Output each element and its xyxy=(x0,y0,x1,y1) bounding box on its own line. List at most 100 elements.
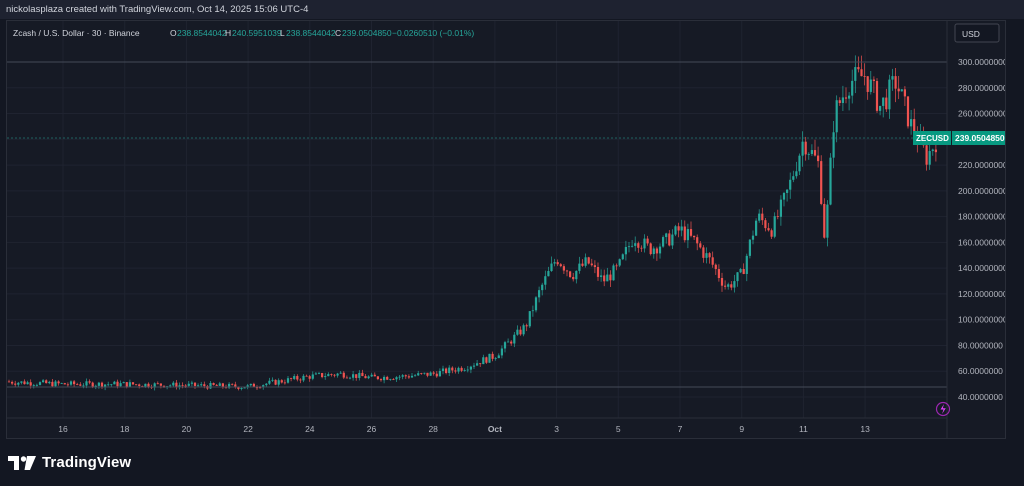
candle-down xyxy=(100,382,104,388)
candle-up xyxy=(97,382,100,386)
candle-down xyxy=(823,203,826,238)
candle-down xyxy=(460,367,463,371)
candle-up xyxy=(494,358,497,359)
candle-up xyxy=(314,373,317,375)
currency-button[interactable]: USD xyxy=(954,23,1000,43)
candle-down xyxy=(875,81,879,111)
candle-down xyxy=(519,329,522,335)
candle-up xyxy=(482,357,485,365)
candle-down xyxy=(454,370,457,372)
candle-down xyxy=(872,79,875,82)
candle-down xyxy=(283,382,286,384)
candle-up xyxy=(367,376,370,379)
price-tick-label: 220.0000000 xyxy=(958,160,1005,170)
candle-up xyxy=(553,262,556,264)
time-tick-label: 9 xyxy=(739,424,744,434)
candle-down xyxy=(45,380,48,384)
candle-up xyxy=(488,353,491,363)
price-axis[interactable]: 40.0000000 60.0000000 80.0000000 100.000000… xyxy=(958,57,1008,402)
candle-down xyxy=(820,161,823,204)
price-chart[interactable]: Zcash / U.S. Dollar · 30 · Binance O 238… xyxy=(7,21,1008,438)
candle-down xyxy=(159,383,162,386)
candle-up xyxy=(680,226,683,231)
chart-panel[interactable]: Zcash / U.S. Dollar · 30 · Binance O 238… xyxy=(6,20,1008,439)
candle-up xyxy=(20,381,23,383)
time-tick-label: 24 xyxy=(305,424,315,434)
candle-down xyxy=(668,233,671,246)
candle-up xyxy=(705,253,708,258)
candle-down xyxy=(76,384,79,385)
candle-down xyxy=(135,384,138,386)
time-tick-label: 11 xyxy=(799,424,808,434)
price-tag: ZECUSD 239.0504850 xyxy=(913,131,1005,145)
candle-down xyxy=(857,67,860,70)
time-axis[interactable]: 16 18 20 22 24 26 28 Oct 3 5 7 9 11 13 xyxy=(58,424,870,434)
ticker-tag-bg xyxy=(913,131,951,145)
candle-up xyxy=(600,275,603,277)
candle-down xyxy=(562,266,565,271)
candle-up xyxy=(327,374,330,377)
candle-down xyxy=(138,384,141,387)
candle-down xyxy=(640,247,643,249)
candle-up xyxy=(782,192,786,200)
candle-up xyxy=(779,199,782,217)
candle-up xyxy=(879,105,882,111)
candle-down xyxy=(330,374,333,375)
candle-up xyxy=(209,382,212,389)
candle-down xyxy=(88,381,91,383)
candle-up xyxy=(370,374,373,377)
candle-down xyxy=(259,387,262,389)
price-tick-label: 60.0000000 xyxy=(958,366,1003,376)
candle-up xyxy=(931,149,934,152)
candle-up xyxy=(869,79,872,92)
candle-down xyxy=(156,383,159,385)
candle-up xyxy=(144,383,147,387)
candle-down xyxy=(420,373,423,374)
candle-up xyxy=(624,247,627,255)
candle-down xyxy=(689,229,693,236)
candle-up xyxy=(48,381,51,384)
candle-up xyxy=(249,383,252,386)
lightning-icon[interactable] xyxy=(935,401,951,417)
candle-up xyxy=(286,378,290,383)
ohlc-change: −0.0260510 (−0.01%) xyxy=(392,28,474,38)
candle-up xyxy=(795,171,798,177)
brand-name: TradingView xyxy=(42,454,132,471)
candle-up xyxy=(497,355,500,359)
candle-up xyxy=(538,290,541,298)
candle-down xyxy=(91,382,94,387)
price-tick-label: 160.0000000 xyxy=(958,237,1005,247)
candle-up xyxy=(835,100,838,133)
candle-down xyxy=(435,373,438,377)
candle-up xyxy=(38,382,42,385)
candle-up xyxy=(441,368,445,372)
brand[interactable]: TradingView xyxy=(8,454,131,471)
candle-down xyxy=(776,216,779,217)
candle-up xyxy=(317,373,321,374)
candle-down xyxy=(445,368,448,374)
candle-up xyxy=(751,235,755,240)
candle-down xyxy=(392,379,395,381)
candle-down xyxy=(724,285,727,287)
candle-up xyxy=(42,380,45,383)
candle-down xyxy=(730,284,733,288)
candle-up xyxy=(172,382,175,386)
candle-up xyxy=(773,216,776,237)
candle-down xyxy=(321,373,324,378)
candle-down xyxy=(364,376,367,379)
candle-up xyxy=(423,372,426,374)
candle-down xyxy=(345,377,348,379)
price-tick-label: 100.0000000 xyxy=(958,315,1005,325)
candlestick-series xyxy=(7,55,937,391)
candle-down xyxy=(603,275,606,282)
candle-up xyxy=(612,265,615,281)
time-tick-label: 13 xyxy=(860,424,870,434)
candle-down xyxy=(299,379,302,381)
candle-down xyxy=(147,383,150,387)
candle-up xyxy=(358,372,361,378)
candle-down xyxy=(479,363,482,365)
candle-down xyxy=(569,271,572,277)
candle-down xyxy=(63,383,66,385)
candle-down xyxy=(677,226,680,231)
candle-up xyxy=(466,369,469,371)
